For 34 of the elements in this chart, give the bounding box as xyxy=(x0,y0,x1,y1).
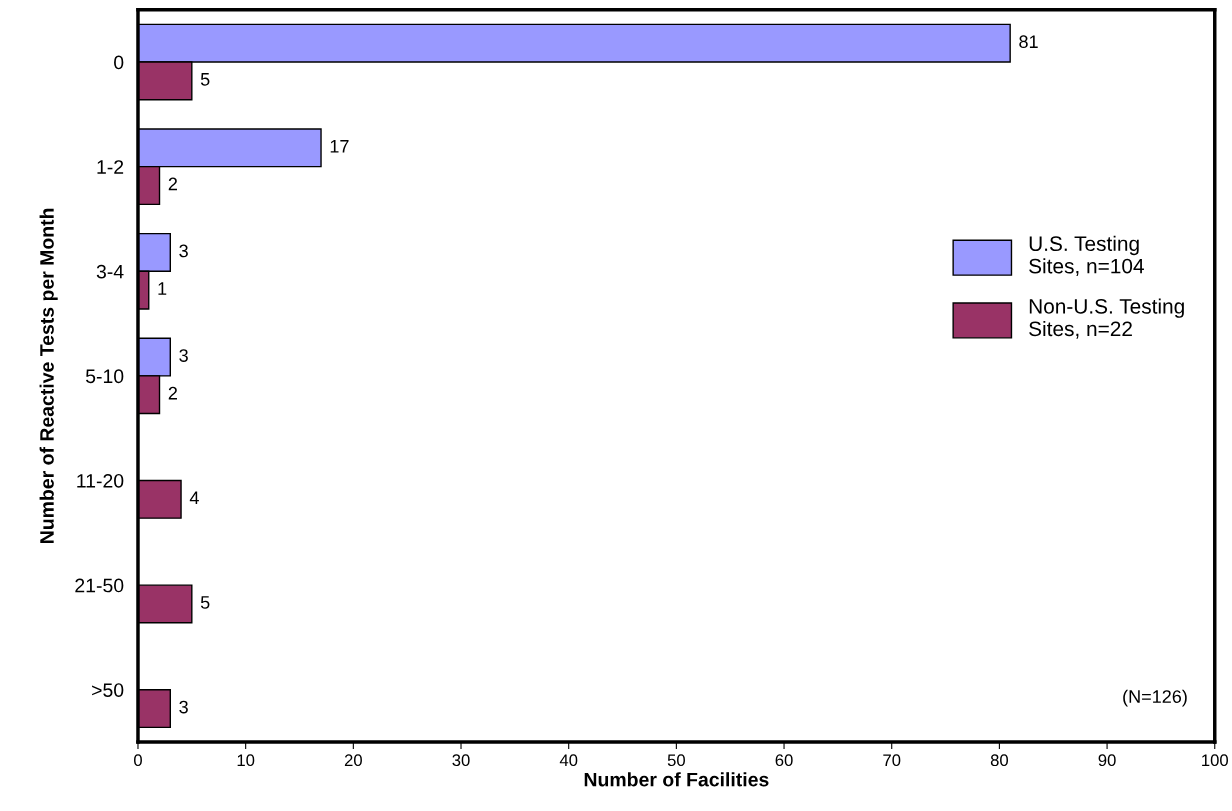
y-tick-label: 11-20 xyxy=(77,473,124,488)
x-tick-label: 80 xyxy=(990,754,1009,767)
data-label: 3 xyxy=(179,700,188,714)
x-tick-label: 0 xyxy=(134,754,142,767)
x-tick-label: 30 xyxy=(452,754,470,767)
y-tick-label: >50 xyxy=(92,683,124,697)
x-tick-label: 40 xyxy=(559,754,578,767)
data-label: 2 xyxy=(168,177,177,191)
data-label: 5 xyxy=(200,73,210,86)
y-tick-label: 1-2 xyxy=(97,160,124,174)
x-tick-label: 50 xyxy=(667,754,685,767)
y-axis-title: Number of Reactive Tests per Month xyxy=(39,208,58,543)
x-tick-label: 70 xyxy=(883,754,901,767)
x-axis-title: Number of Facilities xyxy=(584,772,769,787)
data-label: 3 xyxy=(179,244,188,258)
annotation: (N=126) xyxy=(1123,689,1187,707)
x-tick-label: 90 xyxy=(1098,754,1116,767)
data-label: 4 xyxy=(189,491,199,505)
data-label: 2 xyxy=(168,386,177,400)
y-tick-label: 3-4 xyxy=(96,264,124,279)
data-label: 3 xyxy=(179,349,188,362)
x-tick-label: 60 xyxy=(775,754,793,767)
data-label: 1 xyxy=(158,282,167,295)
legend-label: U.S. Testing Sites, n=104 xyxy=(1029,235,1144,276)
data-label: 5 xyxy=(200,596,210,609)
data-label: 81 xyxy=(1019,35,1038,49)
x-tick-label: 20 xyxy=(344,754,362,767)
y-tick-label: 5-10 xyxy=(85,369,124,384)
legend-label: Non-U.S. Testing Sites, n=22 xyxy=(1029,298,1184,339)
y-tick-label: 0 xyxy=(114,55,124,70)
data-label: 17 xyxy=(330,140,349,153)
x-tick-label: 10 xyxy=(237,754,255,767)
x-tick-label: 100 xyxy=(1202,754,1229,767)
y-tick-label: 21-50 xyxy=(75,578,124,593)
